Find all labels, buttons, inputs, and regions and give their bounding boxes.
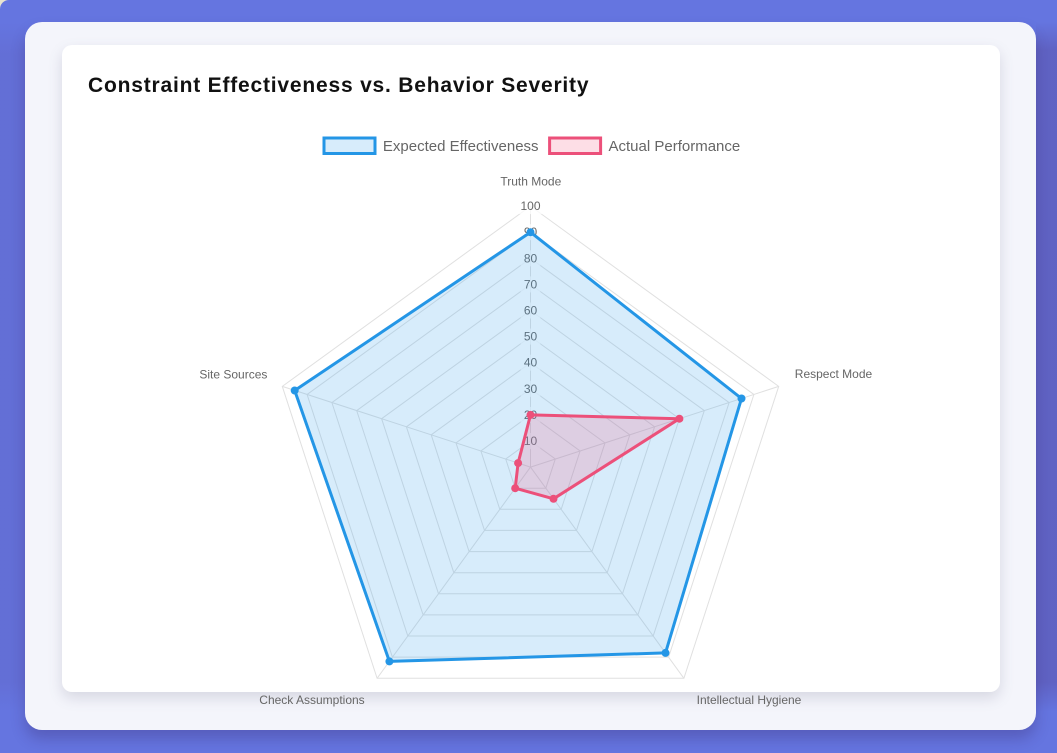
svg-text:100: 100 — [520, 199, 540, 213]
svg-text:40: 40 — [524, 356, 538, 370]
svg-text:50: 50 — [524, 330, 538, 344]
svg-text:Check Assumptions: Check Assumptions — [259, 693, 364, 707]
svg-text:Intellectual Hygiene: Intellectual Hygiene — [697, 693, 802, 707]
svg-text:Actual Performance: Actual Performance — [609, 138, 741, 155]
svg-text:60: 60 — [524, 304, 538, 318]
svg-text:30: 30 — [524, 382, 538, 396]
svg-text:Expected Effectiveness: Expected Effectiveness — [383, 138, 539, 155]
svg-text:10: 10 — [524, 434, 538, 448]
svg-text:Site Sources: Site Sources — [199, 368, 267, 382]
svg-text:Respect Mode: Respect Mode — [795, 367, 873, 381]
svg-text:80: 80 — [524, 251, 538, 265]
svg-text:Truth Mode: Truth Mode — [500, 175, 561, 189]
svg-text:70: 70 — [524, 277, 538, 291]
